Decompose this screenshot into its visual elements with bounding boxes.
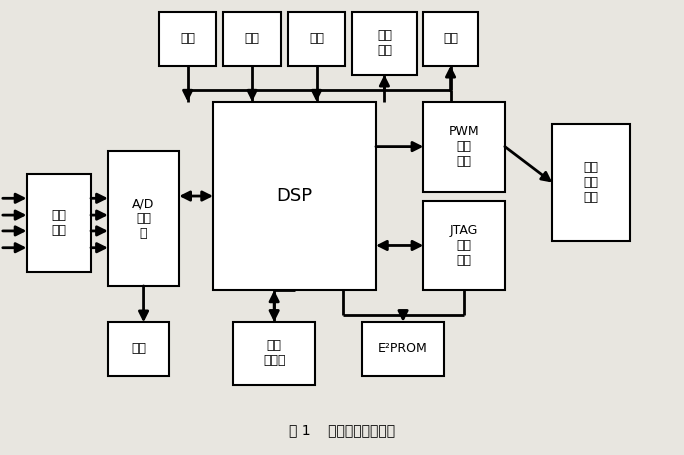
Text: JTAG
仿真
接口: JTAG 仿真 接口 bbox=[450, 224, 478, 267]
Text: E²PROM: E²PROM bbox=[378, 342, 428, 355]
Text: PWM
隔离
驱动: PWM 隔离 驱动 bbox=[449, 125, 479, 168]
Text: 片外
存储器: 片外 存储器 bbox=[263, 339, 285, 367]
Bar bbox=[288, 12, 345, 66]
Text: 键盘: 键盘 bbox=[245, 32, 260, 45]
Bar bbox=[27, 173, 91, 273]
Text: 复位: 复位 bbox=[443, 32, 458, 45]
Bar bbox=[552, 124, 631, 241]
Bar bbox=[213, 101, 376, 290]
Bar bbox=[159, 12, 217, 66]
Bar bbox=[423, 101, 505, 192]
Bar bbox=[352, 12, 417, 75]
Text: 液晶
显示: 液晶 显示 bbox=[377, 29, 392, 57]
Bar bbox=[223, 12, 281, 66]
Text: 时钟: 时钟 bbox=[309, 32, 324, 45]
Text: 电力
电子
器件: 电力 电子 器件 bbox=[584, 161, 598, 204]
Bar bbox=[423, 12, 477, 66]
Text: 信号
调理: 信号 调理 bbox=[51, 209, 66, 237]
Text: 译码: 译码 bbox=[131, 342, 146, 355]
Text: 图 1    控制系统结构框图: 图 1 控制系统结构框图 bbox=[289, 423, 395, 437]
Bar bbox=[363, 322, 444, 376]
Bar bbox=[233, 322, 315, 385]
Bar bbox=[423, 201, 505, 290]
Text: 电源: 电源 bbox=[180, 32, 195, 45]
Text: DSP: DSP bbox=[276, 187, 313, 205]
Text: A/D
转换
器: A/D 转换 器 bbox=[133, 197, 155, 240]
Bar bbox=[108, 151, 179, 286]
Bar bbox=[108, 322, 169, 376]
